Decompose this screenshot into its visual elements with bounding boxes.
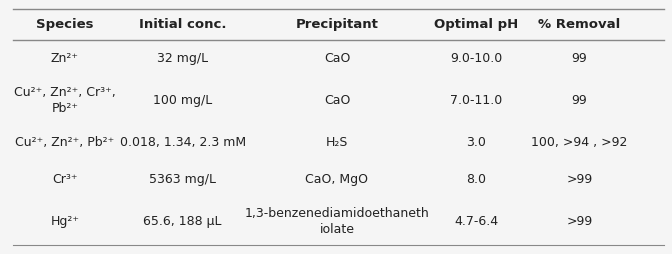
Text: 3.0: 3.0 (466, 136, 487, 149)
Text: Cu²⁺, Zn²⁺, Cr³⁺,
Pb²⁺: Cu²⁺, Zn²⁺, Cr³⁺, Pb²⁺ (14, 86, 116, 115)
Text: >99: >99 (566, 173, 593, 186)
Text: % Removal: % Removal (538, 18, 620, 31)
Text: Precipitant: Precipitant (296, 18, 378, 31)
Text: 65.6, 188 μL: 65.6, 188 μL (143, 215, 222, 228)
Text: 99: 99 (571, 94, 587, 107)
Text: 9.0-10.0: 9.0-10.0 (450, 52, 503, 65)
Text: Cu²⁺, Zn²⁺, Pb²⁺: Cu²⁺, Zn²⁺, Pb²⁺ (15, 136, 114, 149)
Text: H₂S: H₂S (326, 136, 348, 149)
Text: >99: >99 (566, 215, 593, 228)
Text: CaO: CaO (324, 52, 350, 65)
Text: Optimal pH: Optimal pH (434, 18, 519, 31)
Text: 7.0-11.0: 7.0-11.0 (450, 94, 503, 107)
Text: Cr³⁺: Cr³⁺ (52, 173, 77, 186)
Text: Species: Species (36, 18, 93, 31)
Text: Zn²⁺: Zn²⁺ (51, 52, 79, 65)
Text: Initial conc.: Initial conc. (139, 18, 226, 31)
Text: CaO: CaO (324, 94, 350, 107)
Text: CaO, MgO: CaO, MgO (306, 173, 368, 186)
Text: 4.7-6.4: 4.7-6.4 (454, 215, 499, 228)
Text: 32 mg/L: 32 mg/L (157, 52, 208, 65)
Text: 100 mg/L: 100 mg/L (153, 94, 212, 107)
Text: Hg²⁺: Hg²⁺ (50, 215, 79, 228)
Text: 8.0: 8.0 (466, 173, 487, 186)
Text: 5363 mg/L: 5363 mg/L (149, 173, 216, 186)
Text: 1,3-benzenediamidoethaneth
iolate: 1,3-benzenediamidoethaneth iolate (245, 207, 429, 236)
Text: 100, >94 , >92: 100, >94 , >92 (531, 136, 628, 149)
Text: 99: 99 (571, 52, 587, 65)
Text: 0.018, 1.34, 2.3 mM: 0.018, 1.34, 2.3 mM (120, 136, 246, 149)
